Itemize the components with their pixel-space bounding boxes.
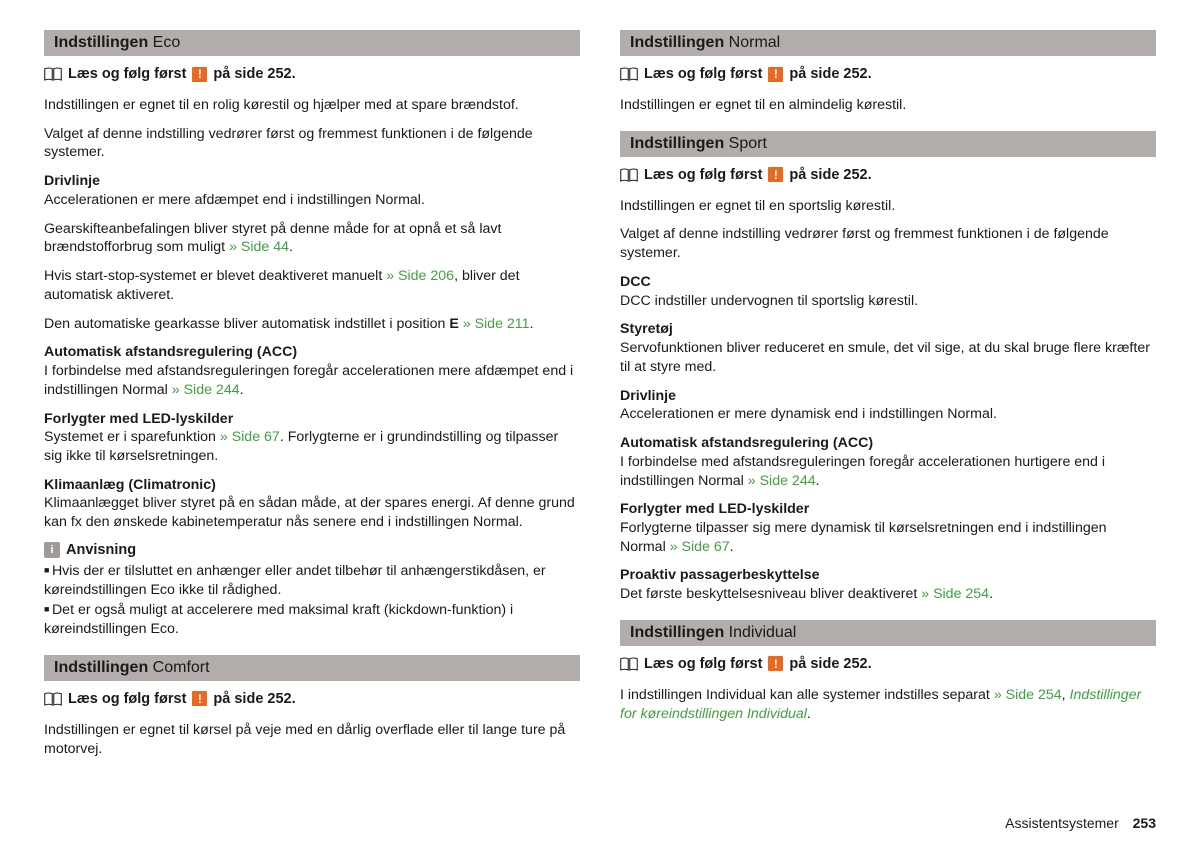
subheading: Klimaanlæg (Climatronic)	[44, 476, 580, 495]
page-reference-link[interactable]: » Side 211	[463, 316, 530, 332]
section-header-mode: Eco	[153, 34, 181, 51]
section-header-comfort: Indstillingen Comfort	[44, 655, 580, 681]
body-text: Servofunktionen bliver reduceret en smul…	[620, 339, 1156, 376]
warning-icon: !	[768, 167, 783, 182]
read-first-sport: Læs og følg først ! på side 252.	[620, 167, 1156, 183]
body-text: Gearskifteanbefalingen bliver styret på …	[44, 220, 580, 257]
left-column: Indstillingen Eco Læs og følg først ! på…	[44, 30, 580, 768]
section-header-mode: Normal	[729, 34, 781, 51]
body-text: Indstillingen er egnet til en rolig køre…	[44, 96, 580, 115]
read-post: på side 252.	[789, 167, 871, 183]
body-text: DCC indstiller undervognen til sportslig…	[620, 292, 1156, 311]
info-bullets: Hvis der er tilsluttet en anhænger eller…	[44, 562, 580, 639]
body-text: I forbindelse med afstandsreguleringen f…	[620, 453, 1156, 490]
read-pre: Læs og følg først	[644, 167, 762, 183]
read-post: på side 252.	[789, 656, 871, 672]
body-text: Klimaanlægget bliver styret på en sådan …	[44, 494, 580, 531]
book-icon	[620, 657, 638, 671]
read-post: på side 252.	[789, 66, 871, 82]
subheading: Forlygter med LED-lyskilder	[44, 410, 580, 429]
footer-section: Assistentsystemer	[1005, 815, 1119, 831]
list-item: Det er også muligt at accelerere med mak…	[44, 601, 580, 638]
body-text: I indstillingen Individual kan alle syst…	[620, 686, 1156, 723]
page-reference-link[interactable]: » Side 67	[670, 539, 730, 555]
section-header-sport: Indstillingen Sport	[620, 131, 1156, 157]
section-header-mode: Individual	[729, 624, 797, 641]
footer-page-number: 253	[1133, 815, 1156, 831]
section-header-individual: Indstillingen Individual	[620, 620, 1156, 646]
section-header-normal: Indstillingen Normal	[620, 30, 1156, 56]
list-item: Hvis der er tilsluttet en anhænger eller…	[44, 562, 580, 599]
subheading: Drivlinje	[620, 387, 1156, 406]
warning-icon: !	[192, 691, 207, 706]
body-text: Hvis start-stop-systemet er blevet deakt…	[44, 267, 580, 304]
book-icon	[620, 67, 638, 81]
page-footer: Assistentsystemer 253	[1005, 815, 1156, 831]
section-header-label: Indstillingen	[54, 659, 153, 676]
subheading: Forlygter med LED-lyskilder	[620, 500, 1156, 519]
read-pre: Læs og følg først	[68, 691, 186, 707]
manual-page: Indstillingen Eco Læs og følg først ! på…	[0, 0, 1200, 845]
page-reference-link[interactable]: » Side 254	[994, 687, 1062, 703]
read-first-normal: Læs og følg først ! på side 252.	[620, 66, 1156, 82]
page-reference-link[interactable]: » Side 244	[748, 473, 816, 489]
warning-icon: !	[192, 67, 207, 82]
book-icon	[44, 692, 62, 706]
section-header-label: Indstillingen	[630, 135, 729, 152]
body-text: Indstillingen er egnet til kørsel på vej…	[44, 721, 580, 758]
body-text: Indstillingen er egnet til en sportslig …	[620, 197, 1156, 216]
body-text: Forlygterne tilpasser sig mere dynamisk …	[620, 519, 1156, 556]
section-header-label: Indstillingen	[54, 34, 153, 51]
section-header-mode: Sport	[729, 135, 767, 152]
body-text: I forbindelse med afstandsreguleringen f…	[44, 362, 580, 399]
body-text: Det første beskyttelsesniveau bliver dea…	[620, 585, 1156, 604]
subheading: Styretøj	[620, 320, 1156, 339]
warning-icon: !	[768, 67, 783, 82]
section-header-mode: Comfort	[153, 659, 210, 676]
read-first-individual: Læs og følg først ! på side 252.	[620, 656, 1156, 672]
book-icon	[44, 67, 62, 81]
body-text: Accelerationen er mere dynamisk end i in…	[620, 405, 1156, 424]
body-text: Valget af denne indstilling vedrører før…	[620, 225, 1156, 262]
page-reference-link[interactable]: » Side 254	[921, 586, 989, 602]
warning-icon: !	[768, 656, 783, 671]
read-post: på side 252.	[213, 691, 295, 707]
section-header-eco: Indstillingen Eco	[44, 30, 580, 56]
read-first-eco: Læs og følg først ! på side 252.	[44, 66, 580, 82]
body-text: Systemet er i sparefunktion » Side 67. F…	[44, 428, 580, 465]
subheading: DCC	[620, 273, 1156, 292]
page-reference-link[interactable]: » Side 206	[386, 268, 454, 284]
read-post: på side 252.	[213, 66, 295, 82]
subheading: Proaktiv passagerbeskyttelse	[620, 566, 1156, 585]
read-pre: Læs og følg først	[644, 66, 762, 82]
book-icon	[620, 168, 638, 182]
body-text: Valget af denne indstilling vedrører før…	[44, 125, 580, 162]
info-title: Anvisning	[66, 542, 136, 558]
read-pre: Læs og følg først	[68, 66, 186, 82]
info-note-header: i Anvisning	[44, 542, 580, 558]
info-icon: i	[44, 542, 60, 558]
subheading: Automatisk afstandsregulering (ACC)	[620, 434, 1156, 453]
page-reference-link[interactable]: » Side 67	[220, 429, 280, 445]
right-column: Indstillingen Normal Læs og følg først !…	[620, 30, 1156, 768]
section-header-label: Indstillingen	[630, 34, 729, 51]
subheading: Drivlinje	[44, 172, 580, 191]
subheading: Automatisk afstandsregulering (ACC)	[44, 343, 580, 362]
body-text: Den automatiske gearkasse bliver automat…	[44, 315, 580, 334]
page-reference-link[interactable]: » Side 44	[229, 239, 289, 255]
page-reference-link[interactable]: » Side 244	[172, 382, 240, 398]
read-first-comfort: Læs og følg først ! på side 252.	[44, 691, 580, 707]
read-pre: Læs og følg først	[644, 656, 762, 672]
body-text: Indstillingen er egnet til en almindelig…	[620, 96, 1156, 115]
body-text: Accelerationen er mere afdæmpet end i in…	[44, 191, 580, 210]
section-header-label: Indstillingen	[630, 624, 729, 641]
